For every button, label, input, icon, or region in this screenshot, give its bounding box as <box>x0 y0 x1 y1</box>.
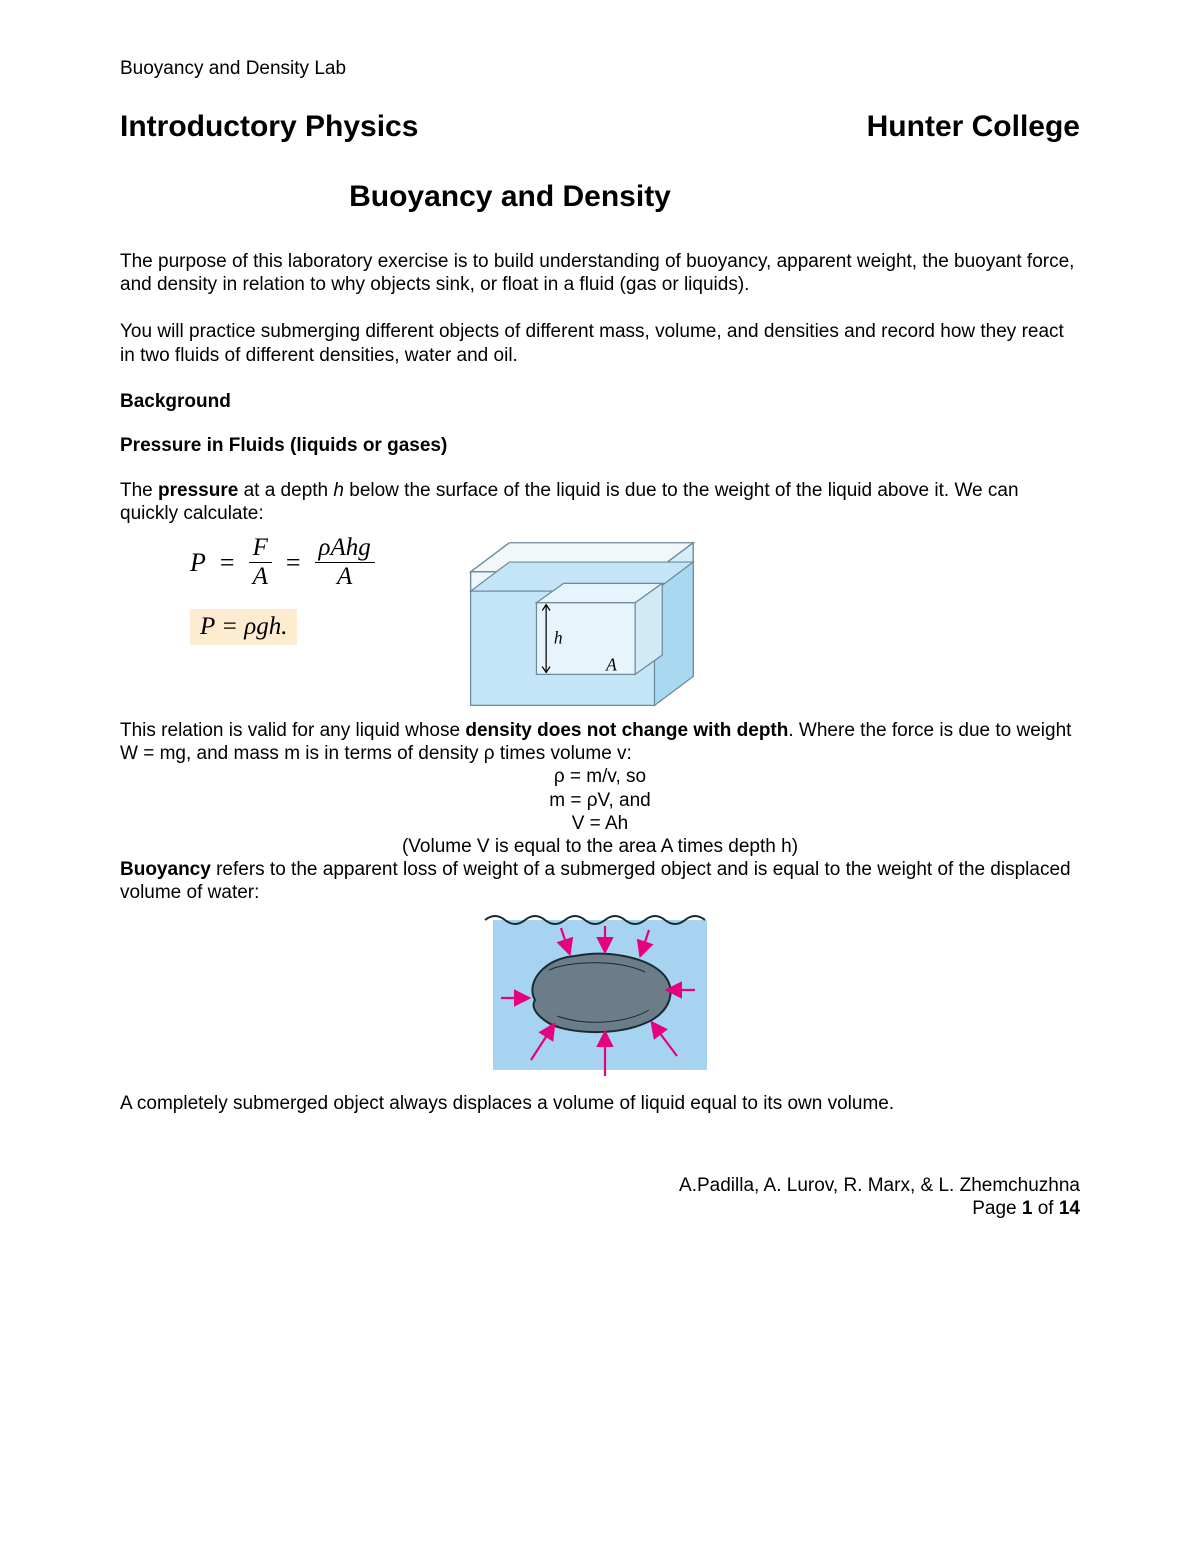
denominator: A <box>253 563 268 590</box>
text: Page <box>972 1198 1022 1219</box>
page-total: 14 <box>1059 1198 1080 1219</box>
text: at a depth <box>238 480 333 501</box>
sym-P: P <box>190 548 206 578</box>
text-bold: pressure <box>158 480 238 501</box>
fraction-rhoAhg-over-A: ρAhg A <box>315 535 375 591</box>
title-left: Introductory Physics <box>120 110 418 144</box>
sym-eq: = <box>286 548 301 578</box>
text-bold: Buoyancy <box>120 859 211 880</box>
page-footer: A.Padilla, A. Lurov, R. Marx, & L. Zhemc… <box>120 1174 1080 1222</box>
header-label: Buoyancy and Density Lab <box>120 58 1080 80</box>
text: of <box>1032 1198 1058 1219</box>
fraction-F-over-A: F A <box>249 535 272 591</box>
document-subtitle: Buoyancy and Density <box>230 180 790 214</box>
pressure-equation-1: P = F A = ρAhg A <box>190 535 375 591</box>
footer-authors: A.Padilla, A. Lurov, R. Marx, & L. Zhemc… <box>120 1174 1080 1198</box>
buoyancy-definition: Buoyancy refers to the apparent loss of … <box>120 858 1080 904</box>
denominator: A <box>337 563 352 590</box>
numerator: ρAhg <box>315 535 375 563</box>
eq-rho: ρ = m/v, so <box>120 765 1080 788</box>
text: This relation is valid for any liquid wh… <box>120 720 465 741</box>
after-equation-text: This relation is valid for any liquid wh… <box>120 719 1080 765</box>
intro-paragraph-1: The purpose of this laboratory exercise … <box>120 250 1080 296</box>
tank-diagram: h A <box>455 535 705 715</box>
label-A: A <box>605 655 617 675</box>
text-bold: density does not change with depth <box>465 720 788 741</box>
eq-m: m = ρV, and <box>120 789 1080 812</box>
closing-paragraph: A completely submerged object always dis… <box>120 1092 1080 1115</box>
background-heading: Background <box>120 391 1080 413</box>
page-current: 1 <box>1022 1198 1033 1219</box>
pressure-equation-2: P = ρgh. <box>190 609 297 645</box>
buoyancy-rock-diagram <box>465 906 735 1082</box>
intro-paragraph-2: You will practice submerging different o… <box>120 320 1080 366</box>
text: The <box>120 480 158 501</box>
sym-eq: = <box>220 548 235 578</box>
footer-page: Page 1 of 14 <box>120 1197 1080 1221</box>
title-row: Introductory Physics Hunter College <box>120 110 1080 144</box>
formula-block: P = F A = ρAhg A P = ρgh. <box>190 535 375 645</box>
label-h: h <box>554 627 563 647</box>
text-italic: h <box>333 480 344 501</box>
title-right: Hunter College <box>867 110 1080 144</box>
text: refers to the apparent loss of weight of… <box>120 859 1071 903</box>
pressure-intro: The pressure at a depth h below the surf… <box>120 479 1080 525</box>
formula-row: P = F A = ρAhg A P = ρgh. <box>190 535 1080 715</box>
eq-V: V = Ah <box>120 812 1080 835</box>
center-equations: ρ = m/v, so m = ρV, and V = Ah <box>120 765 1080 835</box>
pressure-heading: Pressure in Fluids (liquids or gases) <box>120 435 1080 457</box>
numerator: F <box>249 535 272 563</box>
volume-note: (Volume V is equal to the area A times d… <box>120 835 1080 858</box>
